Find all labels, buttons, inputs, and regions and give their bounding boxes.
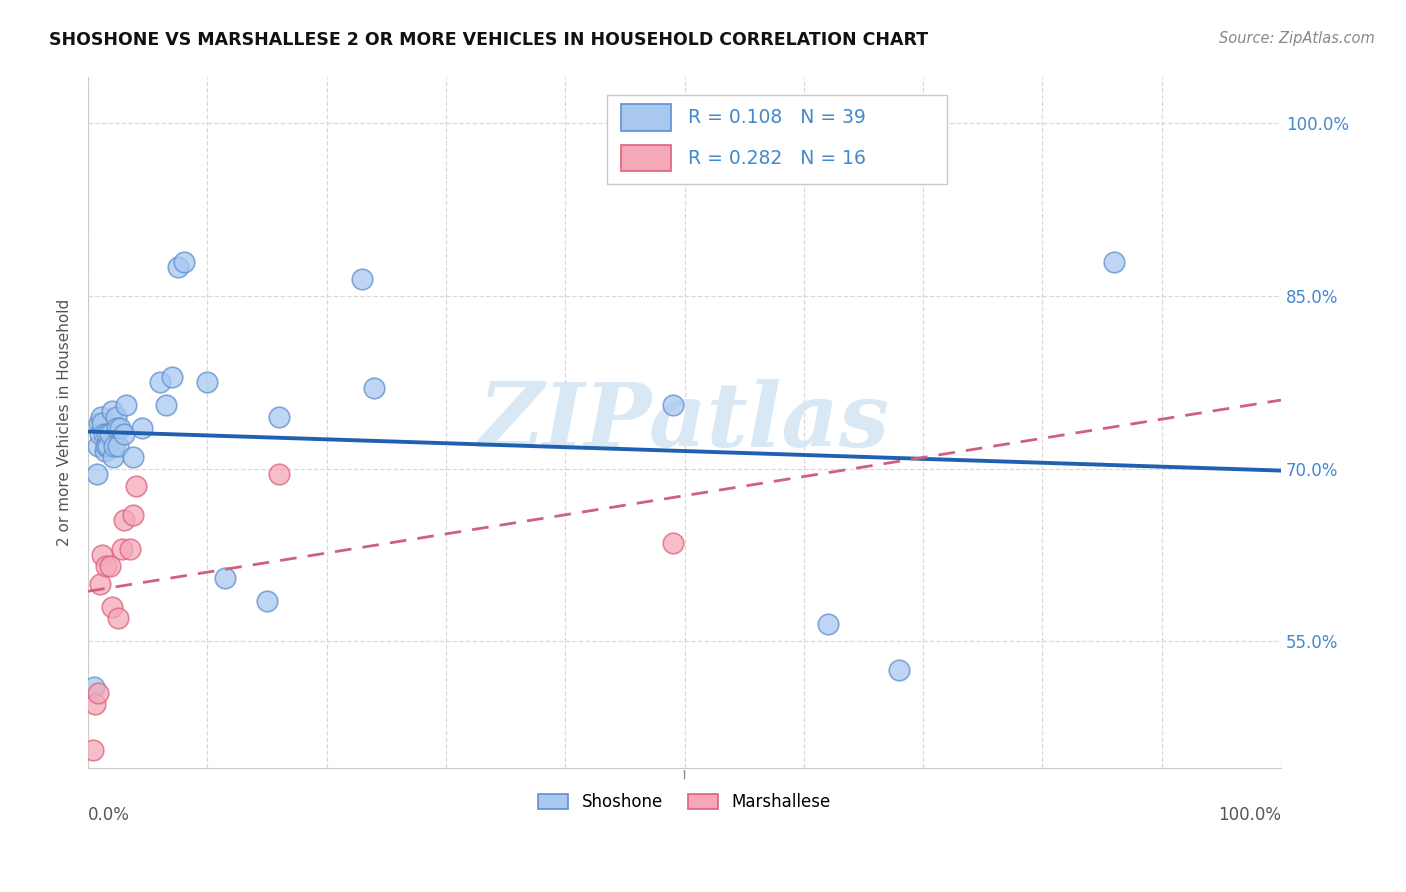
Point (94, 444, 117, 458)
Y-axis label: 2 or more Vehicles in Household: 2 or more Vehicles in Household (58, 299, 72, 546)
Point (84, 698, 107, 712)
Point (98, 559, 121, 574)
FancyBboxPatch shape (607, 95, 948, 185)
Point (101, 404, 124, 418)
Point (1102, 254, 1125, 268)
Point (87, 416, 110, 430)
Point (94, 439, 117, 453)
Point (112, 427, 135, 442)
Point (112, 513, 135, 527)
Text: Source: ZipAtlas.com: Source: ZipAtlas.com (1219, 31, 1375, 46)
Point (86, 467, 108, 482)
Point (89, 576, 111, 591)
Point (97, 439, 120, 453)
Text: 100.0%: 100.0% (1218, 805, 1281, 823)
Text: 0.0%: 0.0% (89, 805, 129, 823)
Point (149, 376, 172, 390)
Point (817, 616, 839, 631)
Point (256, 594, 278, 608)
Point (101, 599, 124, 614)
Point (103, 439, 125, 453)
Point (214, 571, 236, 585)
Point (86, 439, 108, 453)
Point (160, 369, 183, 384)
FancyBboxPatch shape (621, 145, 672, 171)
Point (105, 421, 128, 435)
Point (166, 260, 188, 275)
Point (96, 427, 118, 442)
Point (197, 376, 219, 390)
FancyBboxPatch shape (621, 104, 672, 130)
Point (125, 479, 148, 493)
Point (94, 559, 117, 574)
Point (98, 427, 121, 442)
Point (83, 680, 105, 694)
Point (122, 450, 145, 464)
Point (661, 536, 683, 550)
Point (104, 409, 127, 424)
Point (82, 743, 104, 757)
Point (352, 272, 374, 286)
Point (267, 409, 290, 424)
Point (118, 542, 141, 557)
Point (131, 421, 153, 435)
Point (93, 427, 115, 442)
Point (889, 663, 911, 677)
Text: ZIPatlas: ZIPatlas (479, 379, 890, 466)
Text: SHOSHONE VS MARSHALLESE 2 OR MORE VEHICLES IN HOUSEHOLD CORRELATION CHART: SHOSHONE VS MARSHALLESE 2 OR MORE VEHICL… (49, 31, 928, 49)
Point (173, 254, 195, 268)
Point (115, 398, 138, 412)
Point (110, 542, 132, 557)
Point (91, 548, 114, 562)
Point (89, 427, 111, 442)
Text: R = 0.108   N = 39: R = 0.108 N = 39 (688, 108, 866, 127)
Point (110, 421, 132, 435)
Point (122, 508, 145, 522)
Point (363, 381, 385, 395)
Point (86, 686, 108, 700)
Point (103, 450, 125, 464)
Point (155, 398, 177, 412)
Point (91, 416, 114, 430)
Text: R = 0.282   N = 16: R = 0.282 N = 16 (688, 149, 866, 168)
Point (107, 439, 129, 453)
Point (90, 409, 112, 424)
Point (107, 611, 129, 625)
Point (661, 398, 683, 412)
Legend: Shoshone, Marshallese: Shoshone, Marshallese (531, 787, 838, 818)
Point (267, 467, 290, 482)
